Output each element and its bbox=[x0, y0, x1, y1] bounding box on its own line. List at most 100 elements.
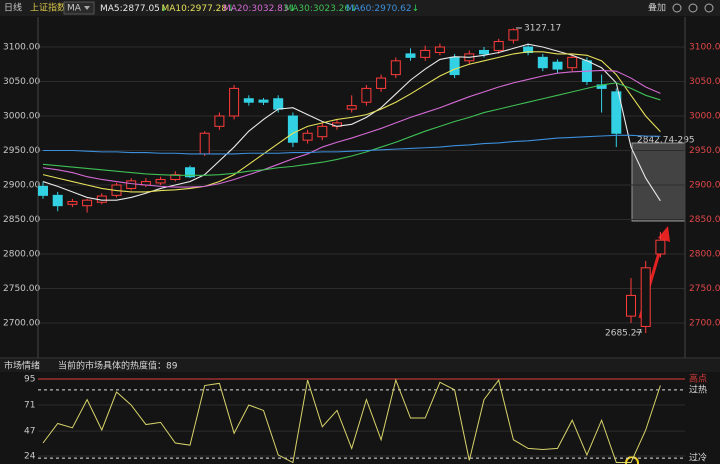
annotation: 2685.27 bbox=[605, 329, 642, 339]
y-tick-label: 24 bbox=[24, 452, 36, 462]
legend-trend: ↓ bbox=[350, 4, 358, 14]
candle-body bbox=[170, 174, 181, 180]
icon[interactable] bbox=[704, 3, 714, 13]
panel-subtitle: 当前的市场具体的热度值：89 bbox=[58, 360, 178, 372]
candle-body bbox=[214, 115, 225, 127]
candle-body bbox=[405, 53, 416, 58]
candle-body bbox=[185, 167, 195, 178]
candle-body bbox=[82, 199, 93, 207]
candle-body bbox=[199, 132, 210, 155]
y-tick-label: 71 bbox=[24, 401, 35, 411]
arrow-head bbox=[658, 226, 670, 242]
candle-body bbox=[52, 194, 63, 207]
candle-body bbox=[390, 60, 401, 76]
indicator[interactable]: MA bbox=[67, 4, 82, 14]
y-tick-label: 95 bbox=[24, 375, 35, 385]
icon[interactable] bbox=[672, 3, 682, 13]
candle-body bbox=[537, 56, 548, 69]
candle-body bbox=[611, 91, 622, 134]
y-tick-label: 2700.00 bbox=[3, 319, 40, 329]
ma-line bbox=[42, 82, 661, 176]
legend-name: MA20:3032.83 bbox=[223, 4, 289, 14]
legend-trend: ↓ bbox=[227, 4, 235, 14]
y-tick-label-right: 3050.00 bbox=[689, 77, 720, 87]
candle-body bbox=[640, 267, 651, 327]
ma-line bbox=[43, 134, 661, 155]
candle-body bbox=[38, 185, 48, 196]
top-bar bbox=[0, 0, 720, 16]
candle-body bbox=[361, 87, 372, 103]
y-tick-label: 3100.00 bbox=[3, 43, 40, 53]
legend-name: MA30:3023.26 bbox=[285, 4, 351, 14]
y-tick-label-right: 2800.00 bbox=[689, 250, 720, 260]
gap-box bbox=[631, 142, 686, 222]
candle-body bbox=[243, 98, 254, 103]
legend-entry: MA5:2877.05↓ bbox=[100, 4, 167, 14]
dropdown-arrow bbox=[84, 6, 90, 10]
candle-body bbox=[258, 99, 269, 103]
candle-body bbox=[302, 132, 313, 141]
y-tick-label-right: 2700.00 bbox=[689, 319, 720, 329]
indicator-select[interactable] bbox=[63, 1, 95, 15]
y-tick-label-right: 2950.00 bbox=[689, 146, 720, 156]
legend-entry: MA30:3023.26↓ bbox=[285, 4, 358, 14]
ma-line bbox=[42, 69, 661, 188]
legend-entry: MA20:3032.83↓ bbox=[223, 4, 296, 14]
candle-body bbox=[317, 125, 328, 138]
legend-name: MA60:2970.62 bbox=[346, 4, 412, 14]
candle-body bbox=[273, 98, 284, 110]
candle-body bbox=[655, 239, 666, 255]
candle-body bbox=[508, 29, 519, 41]
legend-entry: MA60:2970.62↓ bbox=[346, 4, 419, 14]
candle-body bbox=[523, 46, 534, 54]
candle-body bbox=[229, 87, 240, 117]
annotation: 2842.74-295 bbox=[637, 136, 695, 146]
y-tick-label: 2950.00 bbox=[3, 146, 40, 156]
candle-body bbox=[567, 56, 578, 69]
y-tick-label-right: 3000.00 bbox=[689, 112, 720, 122]
toolbar-overlay[interactable]: 叠加 bbox=[648, 3, 666, 14]
candle-body bbox=[155, 178, 166, 184]
sentiment-line bbox=[42, 378, 661, 464]
reference-label: 过热 bbox=[689, 383, 707, 395]
y-tick-label-right: 2750.00 bbox=[689, 284, 720, 294]
legend-trend: ↓ bbox=[412, 4, 420, 14]
y-tick-label-right: 2900.00 bbox=[689, 181, 720, 191]
reference-label: 高点 bbox=[689, 373, 707, 385]
legend-trend: ↓ bbox=[289, 4, 297, 14]
candle-body bbox=[626, 294, 636, 317]
icon[interactable] bbox=[688, 3, 698, 13]
y-tick-label-right: 2850.00 bbox=[689, 215, 720, 225]
panel-title: 市场情绪 bbox=[4, 360, 40, 372]
y-tick-label: 47 bbox=[24, 427, 35, 437]
legend-name: MA10:2977.28 bbox=[162, 4, 228, 14]
annotation: 3127.17 bbox=[524, 24, 561, 34]
candle-body bbox=[287, 115, 298, 143]
y-tick-label: 2900.00 bbox=[3, 181, 40, 191]
y-tick-label: 2850.00 bbox=[3, 215, 40, 225]
y-tick-label: 3000.00 bbox=[3, 112, 40, 122]
ma-line bbox=[42, 43, 661, 202]
candle-body bbox=[420, 49, 431, 58]
candle-body bbox=[479, 49, 489, 55]
legend-entry: MA10:2977.28↓ bbox=[162, 4, 235, 14]
index-name[interactable]: 上证指数 bbox=[30, 2, 66, 14]
candle-body bbox=[434, 46, 445, 54]
ma-line bbox=[42, 51, 661, 193]
period[interactable]: 日线 bbox=[4, 2, 22, 14]
candle-body bbox=[493, 40, 504, 51]
y-tick-label-right: 3100.00 bbox=[689, 43, 720, 53]
y-tick-label: 3050.00 bbox=[3, 77, 40, 87]
reference-label: 过冷 bbox=[689, 452, 707, 464]
candle-body bbox=[126, 180, 137, 189]
candle-body bbox=[346, 105, 357, 110]
candle-body bbox=[67, 201, 78, 205]
candle-body bbox=[552, 61, 563, 70]
legend-trend: ↓ bbox=[160, 4, 168, 14]
candle-body bbox=[449, 56, 460, 76]
y-tick-label: 2750.00 bbox=[3, 284, 40, 294]
candle-body bbox=[376, 77, 387, 89]
y-tick-label: 2800.00 bbox=[3, 250, 40, 260]
